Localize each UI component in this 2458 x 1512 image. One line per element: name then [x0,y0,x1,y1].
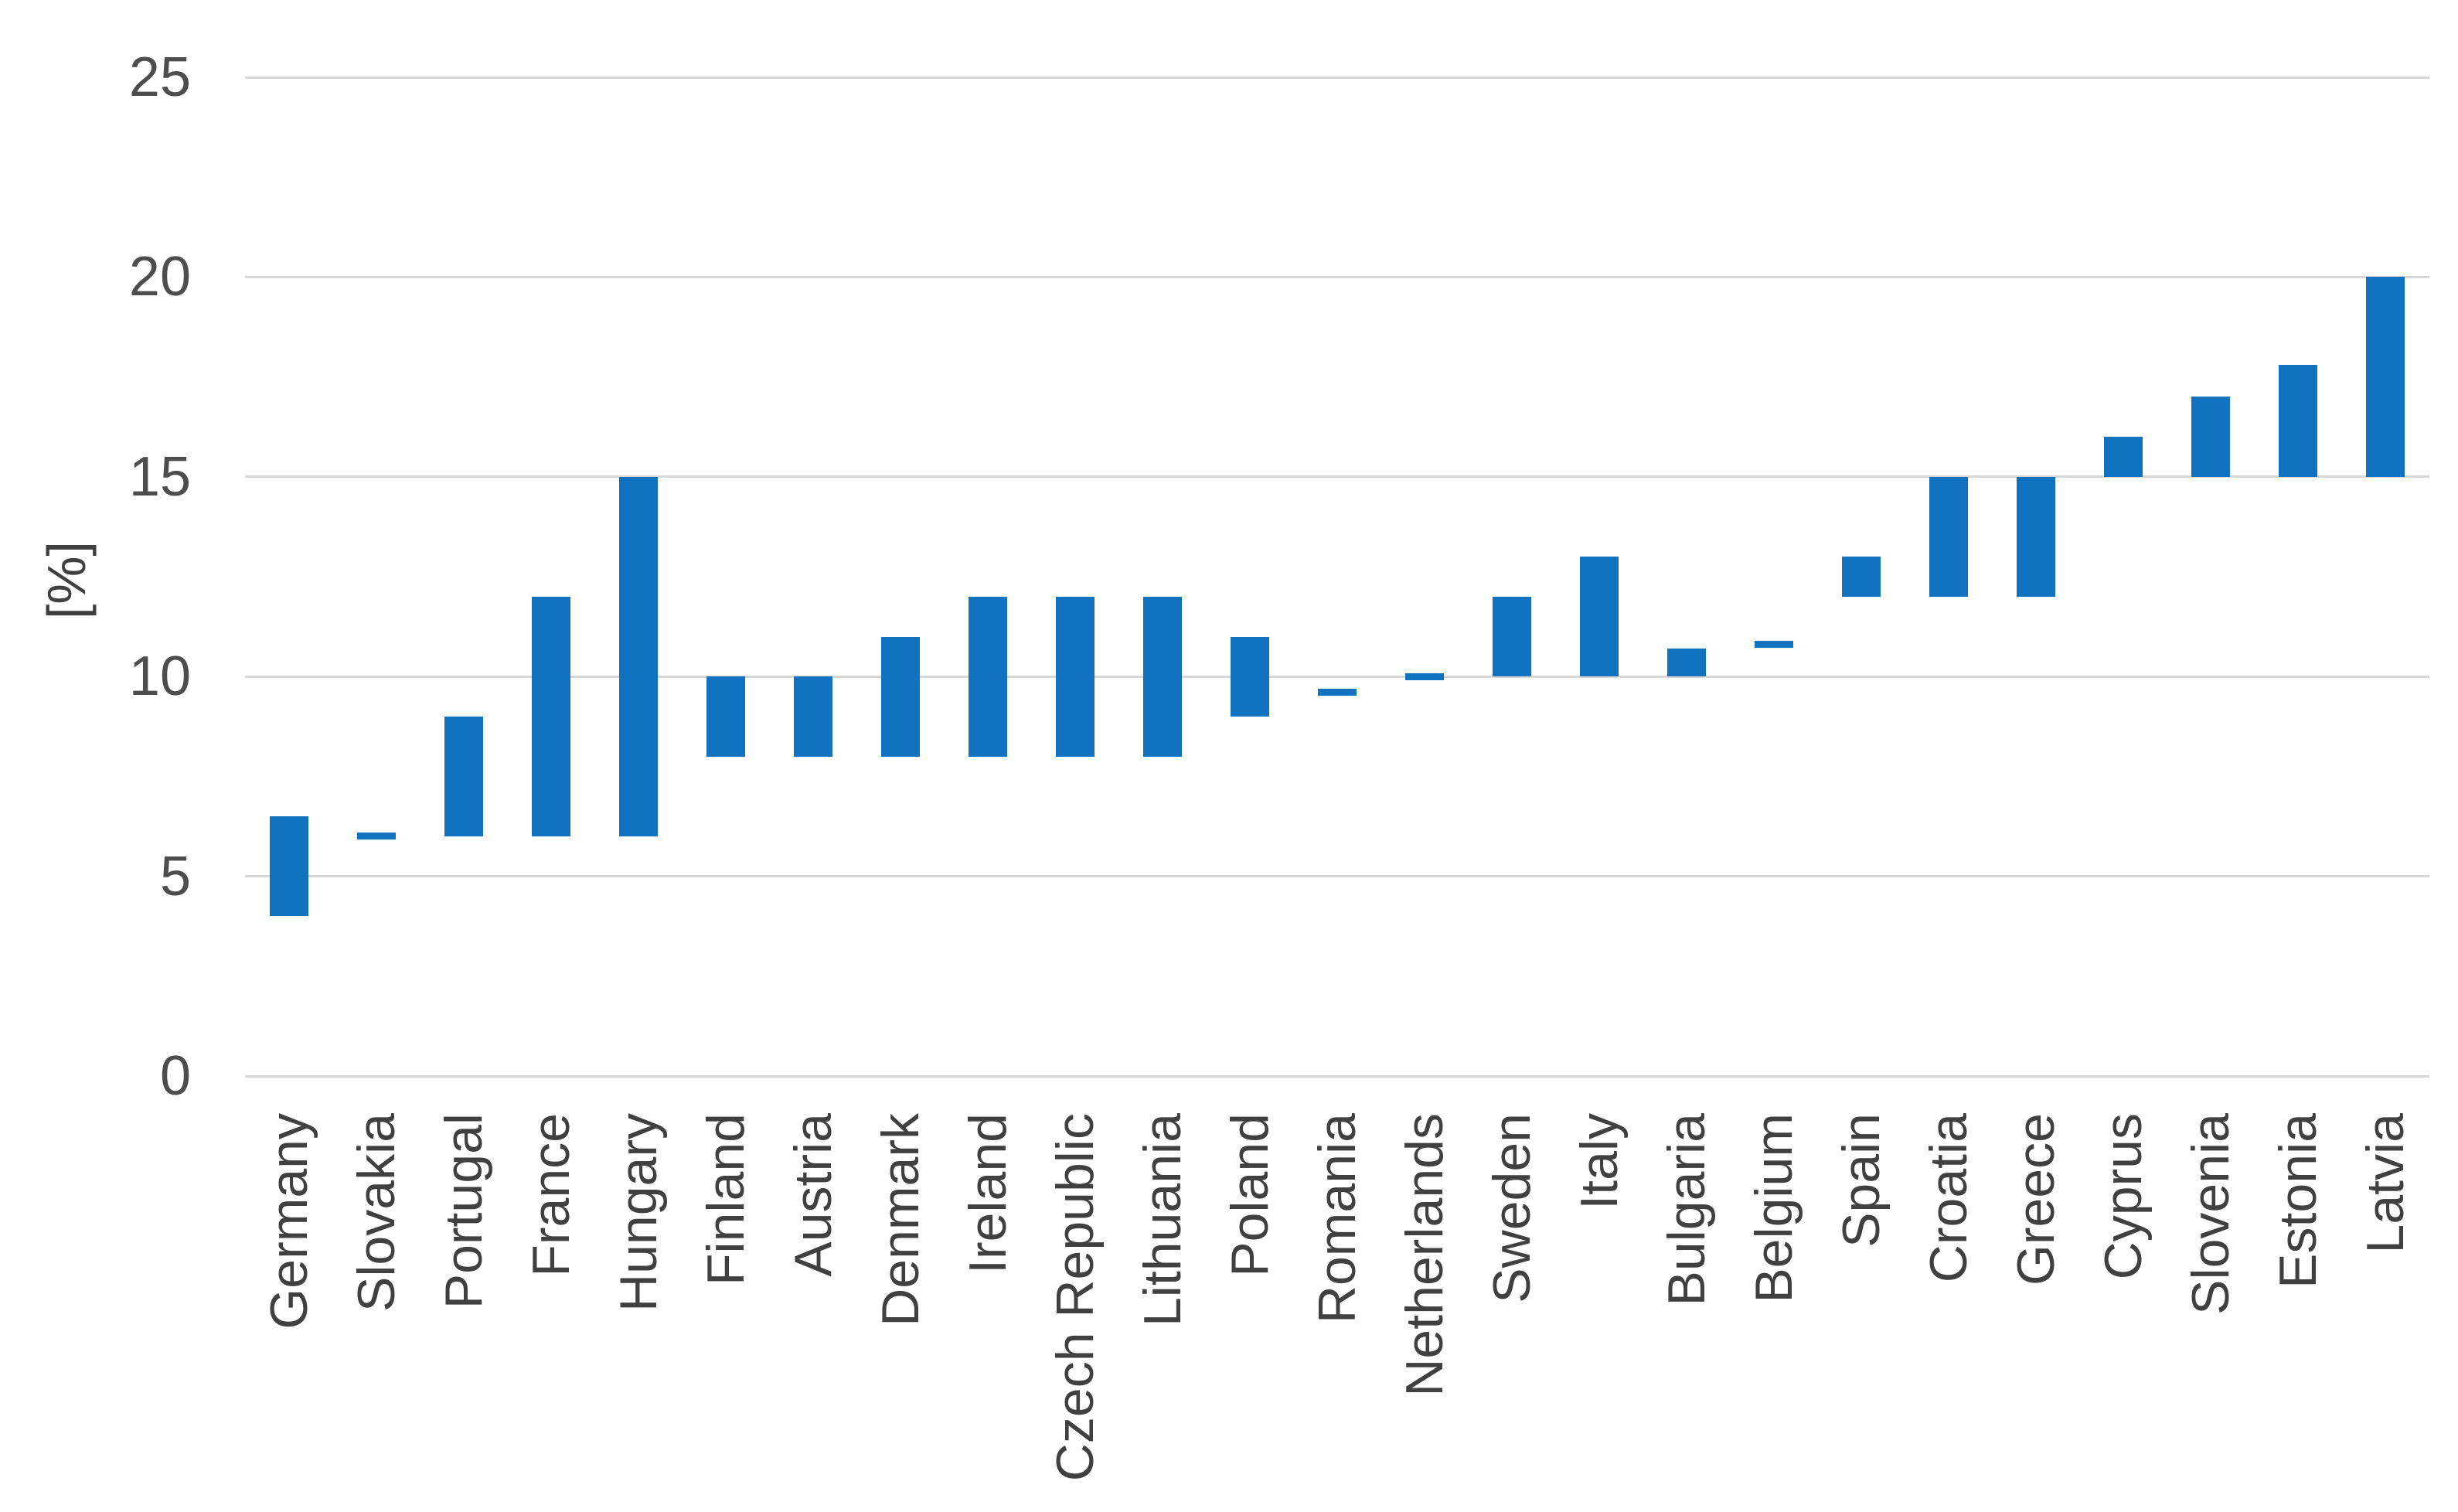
x-axis-label-croatia: Croatia [1919,1113,1979,1283]
x-axis-label-slovenia: Slovenia [2181,1113,2241,1315]
x-axis-label-czech-republic: Czech Republic [1045,1113,1105,1482]
y-axis-title: [%] [36,541,97,620]
x-axis-label-austria: Austria [783,1113,843,1277]
plot-area [245,76,2429,1078]
x-axis-label-greece: Greece [2007,1113,2066,1286]
bar-portugal [444,716,483,836]
x-axis-label-poland: Poland [1220,1113,1279,1277]
bar-spain [1842,557,1881,597]
gridline-15 [245,475,2429,478]
x-axis-label-hungary: Hungary [608,1113,668,1313]
bar-hungary [618,476,658,836]
gridline-5 [245,875,2429,878]
gridline-20 [245,275,2429,278]
x-axis-label-cyprus: Cyprus [2094,1113,2153,1280]
x-axis-label-france: France [521,1113,580,1277]
y-tick-label-15: 15 [128,445,191,508]
gridline-25 [245,76,2429,79]
bar-italy [1580,557,1619,677]
bar-greece [2017,476,2056,597]
bar-cyprus [2104,437,2143,477]
bar-denmark [880,636,920,757]
bar-czech-republic [1055,596,1095,757]
x-axis-label-bulgaria: Bulgaria [1657,1113,1717,1306]
x-axis-label-finland: Finland [696,1113,755,1286]
x-axis-label-spain: Spain [1832,1113,1891,1248]
y-tick-label-25: 25 [128,46,191,108]
bar-croatia [1929,476,1969,597]
x-axis-label-lithuania: Lithuania [1132,1113,1192,1327]
gridline-0 [245,1074,2429,1078]
bar-austria [793,676,832,757]
bar-sweden [1493,596,1532,677]
x-axis-label-netherlands: Netherlands [1395,1113,1455,1397]
bar-germany [269,816,308,917]
x-axis-label-romania: Romania [1308,1113,1367,1324]
bar-slovenia [2191,397,2231,477]
bar-ireland [968,596,1007,757]
bar-netherlands [1405,673,1445,680]
bar-estonia [2279,365,2318,477]
y-tick-label-20: 20 [128,246,191,308]
bar-belgium [1755,641,1794,649]
bar-romania [1318,689,1357,696]
bar-poland [1230,636,1269,717]
bar-latvia [2366,277,2405,477]
bar-slovakia [356,833,396,840]
x-axis-label-ireland: Ireland [958,1113,1017,1274]
bar-bulgaria [1667,649,1707,677]
x-axis-label-portugal: Portugal [434,1113,493,1309]
bar-france [531,596,570,836]
x-axis-label-germany: Germany [259,1113,318,1330]
x-axis-label-denmark: Denmark [870,1113,930,1326]
x-axis-label-belgium: Belgium [1745,1113,1804,1303]
x-axis-label-slovakia: Slovakia [346,1113,406,1313]
bar-lithuania [1142,596,1182,757]
x-axis-label-sweden: Sweden [1483,1113,1542,1303]
y-tick-label-0: 0 [159,1045,191,1107]
gridline-10 [245,675,2429,678]
y-tick-label-10: 10 [128,645,191,708]
x-axis-label-estonia: Estonia [2269,1113,2328,1289]
y-tick-label-5: 5 [159,845,191,908]
x-axis-label-latvia: Latvia [2356,1113,2415,1254]
bar-finland [706,676,745,757]
x-axis-label-italy: Italy [1570,1113,1629,1210]
